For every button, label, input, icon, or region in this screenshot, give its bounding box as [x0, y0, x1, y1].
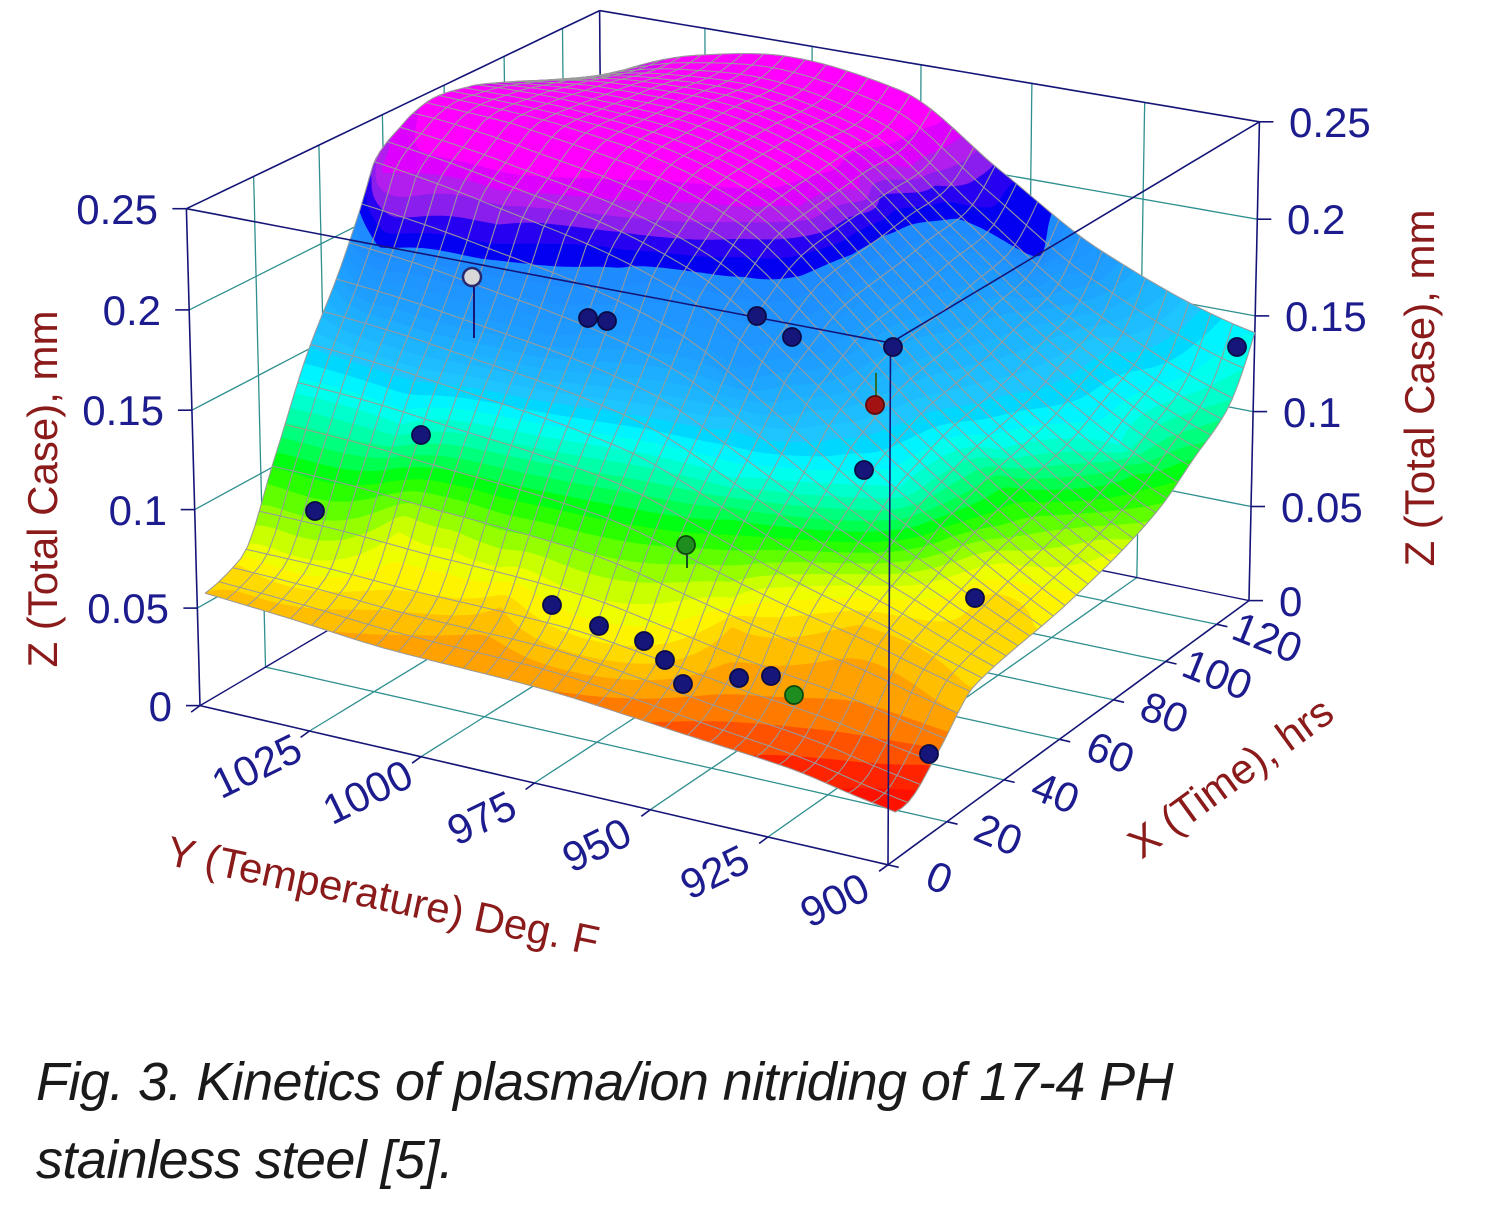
svg-text:Z (Total Case), mm: Z (Total Case), mm: [19, 310, 66, 667]
svg-text:stainless steel [5].: stainless steel [5].: [36, 1130, 453, 1190]
svg-text:0: 0: [149, 683, 172, 730]
svg-text:0.25: 0.25: [1289, 99, 1371, 146]
svg-text:Fig. 3. Kinetics of plasma/ion: Fig. 3. Kinetics of plasma/ion nitriding…: [36, 1052, 1175, 1112]
svg-text:0: 0: [1279, 578, 1302, 625]
svg-text:0.2: 0.2: [1287, 196, 1345, 243]
svg-text:0.05: 0.05: [1281, 484, 1363, 531]
svg-text:0.15: 0.15: [82, 387, 164, 434]
svg-text:0.25: 0.25: [76, 186, 158, 233]
svg-text:0.2: 0.2: [103, 287, 161, 334]
svg-text:0.1: 0.1: [1283, 389, 1341, 436]
svg-text:0.1: 0.1: [109, 487, 167, 534]
svg-text:0.15: 0.15: [1285, 293, 1367, 340]
svg-text:0.05: 0.05: [87, 585, 169, 632]
svg-text:Z (Total Case), mm: Z (Total Case), mm: [1396, 209, 1443, 566]
